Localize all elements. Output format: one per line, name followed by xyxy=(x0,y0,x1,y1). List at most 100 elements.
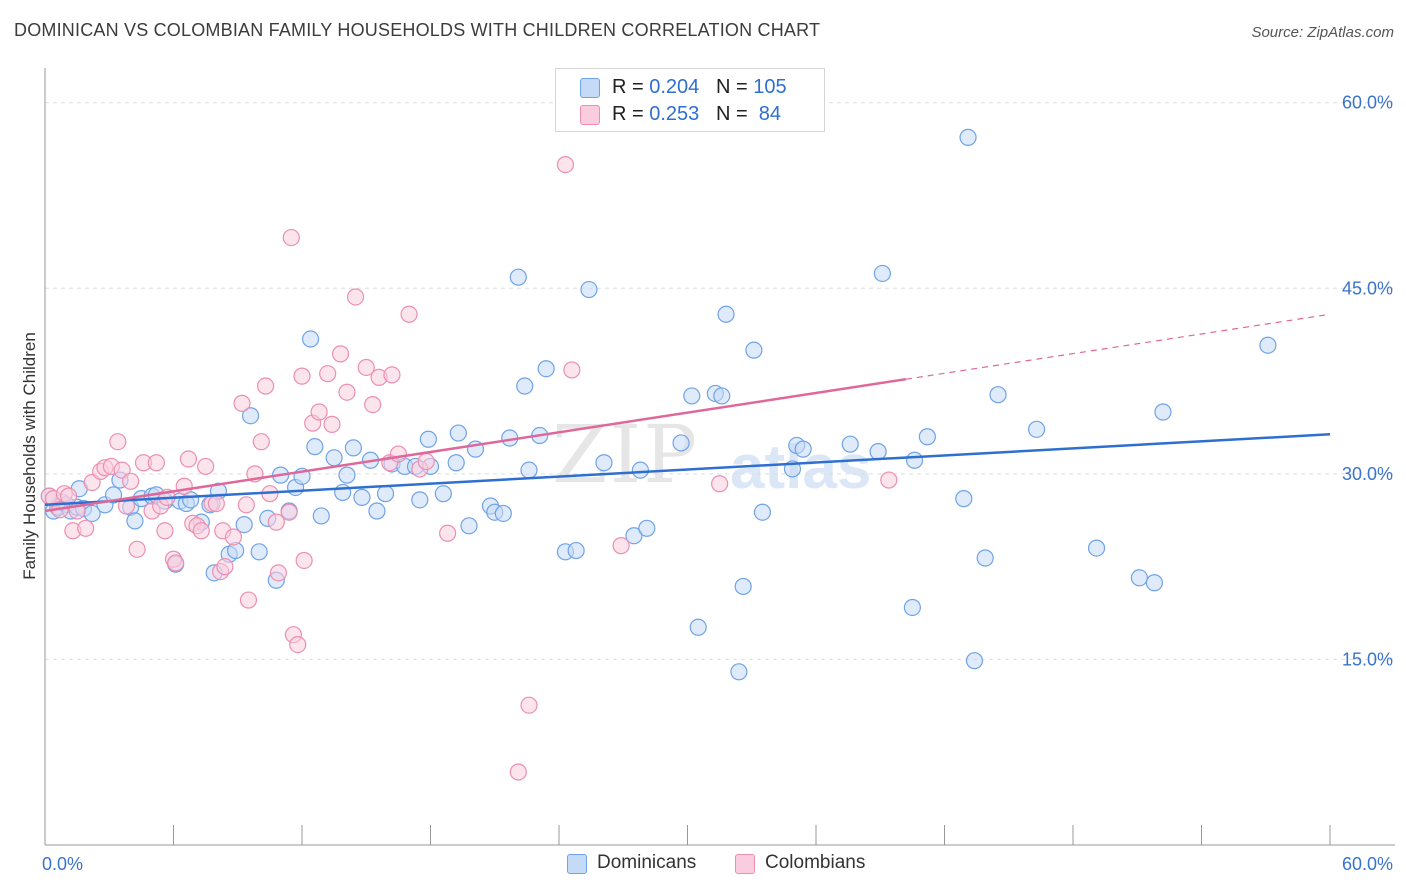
dominican-point xyxy=(325,449,343,467)
colombian-point xyxy=(520,696,538,714)
chart-title: DOMINICAN VS COLOMBIAN FAMILY HOUSEHOLDS… xyxy=(14,20,821,40)
dominican-point xyxy=(689,618,707,636)
dominican-point xyxy=(516,377,534,395)
dominican-point xyxy=(1154,403,1172,421)
colombian-point xyxy=(389,445,407,463)
colombian-point xyxy=(237,496,255,514)
dominican-point xyxy=(638,519,656,537)
dominican-point xyxy=(434,485,452,503)
colombian-point xyxy=(156,522,174,540)
colombian-point xyxy=(59,487,78,505)
colombian-point xyxy=(122,472,140,490)
colombian-point xyxy=(439,524,457,542)
r-value: 0.253 xyxy=(649,103,700,125)
colombian-point xyxy=(563,361,581,379)
dominican-point xyxy=(334,483,352,502)
dominican-point xyxy=(965,652,984,670)
dominican-point xyxy=(1087,539,1106,557)
dominican-point xyxy=(955,490,973,508)
colombian-point xyxy=(197,457,215,476)
colombian-point xyxy=(267,513,285,531)
colombian-point xyxy=(175,477,193,495)
dominican-point xyxy=(1130,569,1148,587)
dominican-point xyxy=(494,504,512,523)
y-tick-label: 30.0% xyxy=(1342,464,1393,484)
colombian-point xyxy=(128,540,146,558)
dominican-point xyxy=(301,330,320,348)
r-label: R = xyxy=(612,76,644,98)
series-legend: Dominicans Colombians xyxy=(0,851,1406,877)
colombian-point xyxy=(310,403,328,421)
colombian-point xyxy=(233,394,251,412)
dominican-point xyxy=(509,268,527,286)
dominican-point xyxy=(631,461,649,479)
dominican-point xyxy=(730,663,748,681)
dominican-point xyxy=(411,491,429,509)
grid xyxy=(45,102,1395,660)
dominican-point xyxy=(976,549,994,567)
dominican-point xyxy=(306,438,324,456)
colombian-point xyxy=(256,377,275,395)
dominican-point xyxy=(235,515,253,534)
r-value: 0.204 xyxy=(649,76,700,98)
colombian-point xyxy=(556,155,575,174)
dominican-point xyxy=(989,386,1007,404)
axes xyxy=(44,68,1395,846)
dominican-point xyxy=(683,387,701,405)
dominican-point xyxy=(959,128,977,146)
colombian-point xyxy=(346,288,365,306)
colombians-swatch xyxy=(735,854,755,874)
dominican-point xyxy=(753,503,772,521)
dominican-point xyxy=(918,428,936,446)
dominican-point xyxy=(537,360,555,378)
colombians-points xyxy=(40,155,898,781)
x-tick-label: 0.0% xyxy=(42,854,83,874)
dominican-point xyxy=(1259,336,1277,354)
colombian-point xyxy=(179,450,198,468)
colombian-point xyxy=(417,452,435,471)
colombian-point xyxy=(207,494,225,513)
y-tick-label: 60.0% xyxy=(1342,93,1393,113)
colombian-point xyxy=(383,366,401,384)
colombians-trend-line xyxy=(44,377,907,513)
colombian-point xyxy=(295,551,313,570)
colombian-point xyxy=(364,395,382,414)
colombian-point xyxy=(77,519,95,537)
dominican-point xyxy=(595,454,613,472)
dominican-point xyxy=(344,439,362,457)
colombian-point xyxy=(612,537,630,555)
colombian-point xyxy=(338,383,356,401)
n-label: N = xyxy=(715,76,748,98)
x-tick-labels: 0.0% 60.0% xyxy=(42,854,1393,874)
colombians-trend-extension xyxy=(905,313,1331,380)
dominican-point xyxy=(312,507,330,525)
colombian-point xyxy=(400,305,418,323)
colombian-point xyxy=(509,763,527,781)
dominican-point xyxy=(368,502,386,520)
source-label: Source: ZipAtlas.com xyxy=(1251,24,1394,41)
colombians-swatch xyxy=(580,105,600,125)
colombian-point xyxy=(331,345,350,363)
dominicans-points xyxy=(40,128,1277,681)
stats-legend: R = 0.204 N = 105 R = 0.253 N = 84 xyxy=(555,68,825,132)
dominican-point xyxy=(869,443,887,461)
dominican-point xyxy=(460,517,478,535)
colombian-point xyxy=(167,554,185,572)
legend-label: Colombians xyxy=(765,852,866,873)
colombian-point xyxy=(289,635,307,654)
colombian-point xyxy=(147,454,165,472)
colombian-point xyxy=(282,228,300,247)
trend-lines xyxy=(44,313,1331,513)
dominican-point xyxy=(353,488,371,506)
r-label: R = xyxy=(612,103,644,125)
dominican-point xyxy=(873,264,891,283)
y-tick-label: 15.0% xyxy=(1342,649,1393,669)
dominicans-swatch xyxy=(567,854,587,874)
colombian-point xyxy=(192,522,210,540)
legend-label: Dominicans xyxy=(597,852,697,873)
y-tick-labels: 15.0% 30.0% 45.0% 60.0% xyxy=(1342,93,1393,670)
dominican-point xyxy=(903,598,921,617)
dominicans-trend-line xyxy=(44,433,1331,507)
n-label: N = xyxy=(715,103,748,125)
